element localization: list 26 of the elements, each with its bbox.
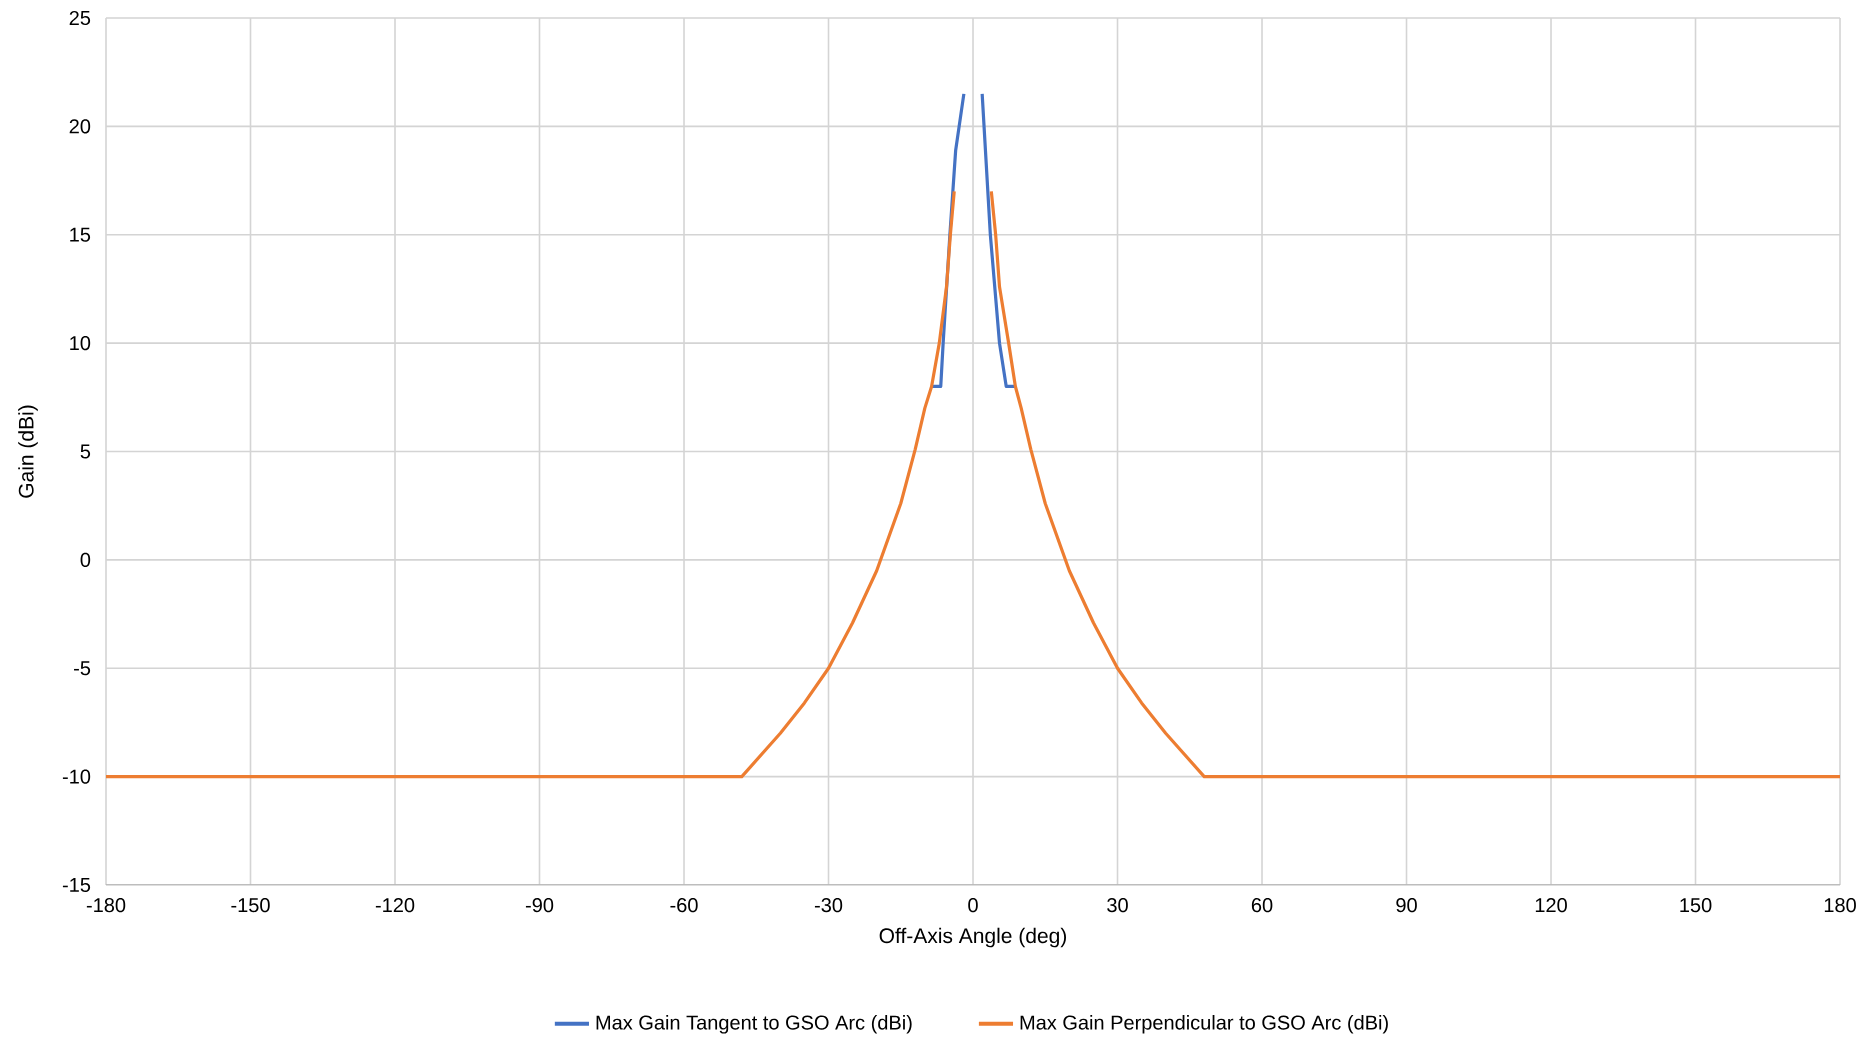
x-tick-label: -150 <box>231 898 270 913</box>
legend-label: Max Gain Tangent to GSO Arc (dBi) <box>596 1014 912 1034</box>
y-tick-label: 5 <box>80 444 91 459</box>
x-tick-label: -90 <box>525 898 554 913</box>
x-tick-label: 120 <box>1535 898 1567 913</box>
legend-label: Max Gain Perpendicular to GSO Arc (dBi) <box>1020 1014 1388 1034</box>
y-tick-label: 20 <box>69 119 91 134</box>
y-tick-label: 15 <box>70 227 91 242</box>
y-tick-label: -5 <box>74 661 91 676</box>
y-axis-title: Gain (dBi) <box>18 405 38 498</box>
x-tick-label: -180 <box>86 898 126 913</box>
y-tick-label: 10 <box>70 336 91 351</box>
y-tick-label: 0 <box>80 552 91 567</box>
x-tick-label: -60 <box>670 898 698 913</box>
x-tick-label: 60 <box>1251 898 1273 913</box>
x-axis-title: Off-Axis Angle (deg) <box>879 927 1067 948</box>
x-tick-label: -30 <box>814 898 843 913</box>
x-tick-label: 180 <box>1824 898 1856 913</box>
x-tick-label: 90 <box>1396 898 1417 913</box>
x-tick-label: 0 <box>968 898 978 913</box>
y-tick-label: 25 <box>69 10 91 26</box>
x-tick-label: 150 <box>1680 898 1712 913</box>
x-tick-label: -120 <box>375 898 415 913</box>
y-tick-label: -15 <box>62 878 91 892</box>
y-tick-label: -10 <box>62 769 91 784</box>
x-tick-label: 30 <box>1107 898 1128 913</box>
